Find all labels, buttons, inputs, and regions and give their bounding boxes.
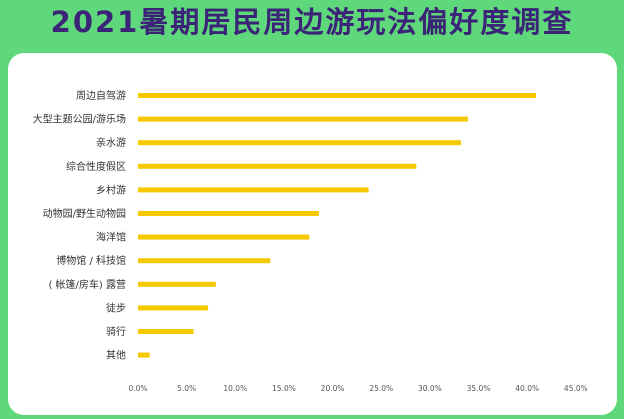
x-tick-label: 30.0% bbox=[418, 384, 442, 393]
category-label: 动物园/野生动物园 bbox=[43, 207, 126, 220]
x-tick-label: 15.0% bbox=[272, 384, 296, 393]
bar bbox=[138, 140, 462, 146]
bar bbox=[138, 187, 369, 193]
page-title: 2021暑期居民周边游玩法偏好度调查 bbox=[50, 5, 574, 39]
category-label: 乡村游 bbox=[96, 183, 126, 196]
category-label: 亲水游 bbox=[96, 136, 126, 149]
x-tick-label: 10.0% bbox=[223, 384, 247, 393]
bar bbox=[138, 258, 271, 264]
bar bbox=[138, 234, 310, 240]
bar bbox=[138, 281, 216, 287]
bar bbox=[138, 305, 209, 311]
category-label: 综合性度假区 bbox=[66, 160, 126, 173]
x-tick-label: 0.0% bbox=[128, 384, 147, 393]
x-tick-label: 45.0% bbox=[564, 384, 588, 393]
category-label: ( 帐篷/房车) 露营 bbox=[48, 278, 126, 291]
x-tick-label: 20.0% bbox=[321, 384, 345, 393]
x-tick-label: 25.0% bbox=[369, 384, 393, 393]
bar bbox=[138, 116, 468, 122]
category-label: 其他 bbox=[106, 349, 126, 362]
category-label: 大型主题公园/游乐场 bbox=[33, 113, 126, 126]
category-label: 徒步 bbox=[106, 301, 126, 314]
x-tick-label: 35.0% bbox=[467, 384, 491, 393]
chart-panel: 周边自驾游大型主题公园/游乐场亲水游综合性度假区乡村游动物园/野生动物园海洋馆博… bbox=[8, 53, 617, 415]
category-label: 周边自驾游 bbox=[76, 89, 126, 102]
bar bbox=[138, 352, 150, 358]
category-label: 博物馆 / 科技馆 bbox=[56, 254, 126, 267]
bar-chart: 周边自驾游大型主题公园/游乐场亲水游综合性度假区乡村游动物园/野生动物园海洋馆博… bbox=[33, 89, 588, 393]
bar bbox=[138, 329, 194, 334]
bar bbox=[138, 163, 417, 169]
bar bbox=[138, 211, 319, 216]
category-label: 海洋馆 bbox=[96, 231, 126, 244]
x-tick-label: 5.0% bbox=[177, 384, 196, 393]
x-tick-label: 40.0% bbox=[515, 384, 539, 393]
category-label: 骑行 bbox=[106, 325, 126, 338]
bar bbox=[138, 93, 536, 98]
